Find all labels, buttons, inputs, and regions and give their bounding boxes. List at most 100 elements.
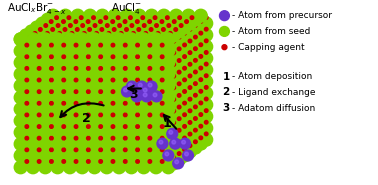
Circle shape	[204, 16, 208, 19]
Circle shape	[199, 136, 203, 140]
Circle shape	[178, 68, 191, 80]
Circle shape	[199, 43, 203, 47]
Circle shape	[125, 138, 138, 150]
Circle shape	[87, 136, 90, 140]
Circle shape	[64, 103, 76, 115]
Circle shape	[137, 68, 150, 81]
Circle shape	[76, 56, 88, 69]
Circle shape	[50, 113, 53, 117]
Circle shape	[33, 32, 37, 35]
Circle shape	[74, 113, 78, 117]
Circle shape	[167, 145, 180, 158]
Circle shape	[125, 114, 138, 127]
Circle shape	[85, 17, 98, 30]
Circle shape	[74, 102, 78, 105]
Circle shape	[99, 136, 102, 140]
Circle shape	[62, 43, 65, 47]
Circle shape	[64, 138, 76, 150]
Circle shape	[50, 25, 62, 38]
Circle shape	[122, 17, 135, 30]
Circle shape	[114, 36, 118, 39]
Circle shape	[76, 33, 88, 46]
Circle shape	[134, 17, 147, 30]
Circle shape	[199, 20, 203, 23]
Circle shape	[26, 33, 39, 46]
Circle shape	[188, 51, 192, 54]
Circle shape	[194, 137, 207, 150]
Circle shape	[172, 39, 175, 43]
Circle shape	[74, 55, 78, 58]
Circle shape	[178, 21, 191, 34]
Circle shape	[51, 33, 64, 46]
Circle shape	[200, 29, 213, 41]
Circle shape	[76, 28, 79, 31]
Circle shape	[189, 25, 202, 38]
Circle shape	[178, 79, 191, 92]
Circle shape	[182, 140, 186, 144]
Circle shape	[184, 17, 197, 30]
Circle shape	[50, 67, 53, 70]
Circle shape	[101, 68, 113, 81]
Circle shape	[48, 17, 61, 30]
Circle shape	[14, 91, 27, 104]
Circle shape	[150, 33, 163, 46]
Circle shape	[64, 114, 76, 127]
Circle shape	[99, 20, 102, 23]
Circle shape	[36, 17, 49, 30]
Circle shape	[62, 67, 65, 70]
Circle shape	[76, 33, 88, 46]
Circle shape	[111, 20, 115, 23]
Circle shape	[177, 152, 181, 155]
Circle shape	[150, 114, 163, 127]
Circle shape	[141, 91, 152, 102]
Circle shape	[25, 136, 29, 140]
Circle shape	[167, 110, 180, 123]
Circle shape	[150, 79, 163, 92]
Circle shape	[119, 32, 123, 35]
Circle shape	[194, 105, 197, 109]
Circle shape	[92, 16, 95, 19]
Circle shape	[99, 148, 102, 152]
Circle shape	[50, 102, 53, 105]
Circle shape	[199, 125, 203, 128]
Circle shape	[150, 103, 163, 115]
Circle shape	[155, 24, 158, 27]
Circle shape	[167, 99, 180, 112]
Circle shape	[64, 161, 76, 174]
Circle shape	[172, 74, 175, 78]
Circle shape	[113, 91, 125, 104]
Circle shape	[137, 33, 150, 46]
Circle shape	[137, 138, 150, 150]
Circle shape	[188, 109, 192, 113]
Circle shape	[88, 45, 101, 57]
Circle shape	[150, 68, 163, 81]
Circle shape	[101, 114, 113, 127]
Circle shape	[146, 81, 157, 92]
Circle shape	[74, 160, 78, 163]
Circle shape	[87, 25, 99, 38]
Circle shape	[177, 59, 181, 62]
Circle shape	[124, 136, 127, 140]
Circle shape	[136, 55, 139, 58]
Circle shape	[37, 113, 41, 117]
Circle shape	[124, 88, 127, 92]
Circle shape	[183, 78, 186, 82]
Circle shape	[51, 161, 64, 174]
Circle shape	[194, 91, 207, 104]
Circle shape	[200, 75, 213, 88]
Circle shape	[194, 126, 207, 138]
Circle shape	[37, 55, 41, 58]
Circle shape	[53, 36, 56, 39]
Circle shape	[188, 144, 192, 147]
Circle shape	[200, 87, 213, 100]
Circle shape	[162, 56, 175, 69]
Circle shape	[79, 16, 83, 19]
Circle shape	[86, 20, 90, 23]
Circle shape	[178, 102, 191, 115]
Circle shape	[125, 79, 138, 92]
Circle shape	[132, 91, 142, 102]
Circle shape	[113, 68, 125, 81]
Circle shape	[66, 13, 79, 26]
Circle shape	[111, 125, 115, 128]
Circle shape	[62, 25, 75, 38]
